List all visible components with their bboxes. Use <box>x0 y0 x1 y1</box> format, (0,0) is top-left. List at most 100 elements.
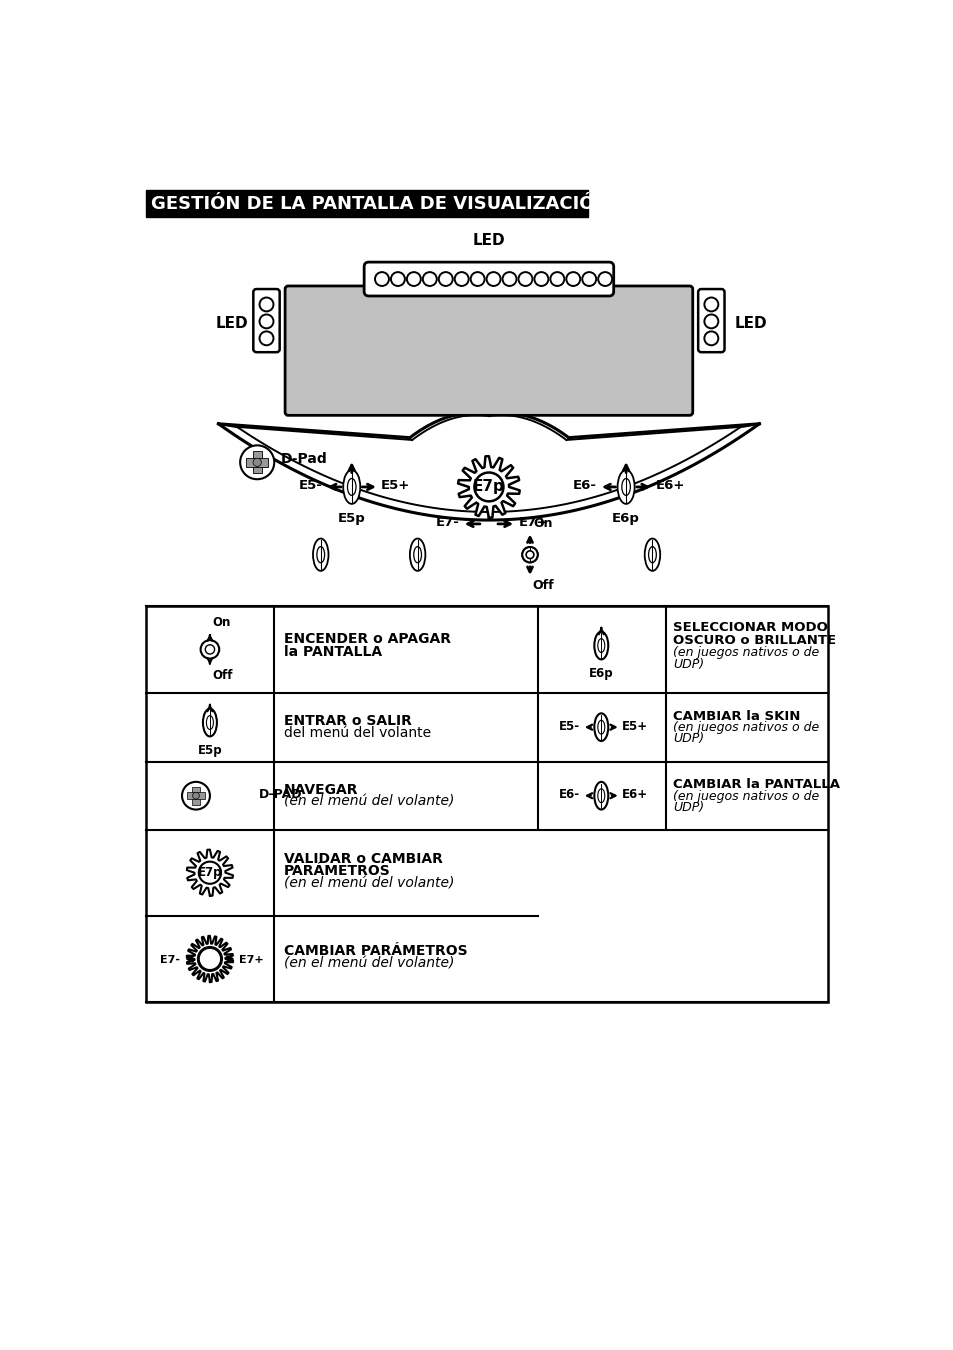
Ellipse shape <box>521 547 537 563</box>
Ellipse shape <box>414 547 421 563</box>
Bar <box>257 458 268 467</box>
Bar <box>187 792 195 799</box>
Circle shape <box>240 446 274 479</box>
Text: (en el menú del volante): (en el menú del volante) <box>283 957 454 971</box>
Text: (en juegos nativos o de: (en juegos nativos o de <box>673 721 819 734</box>
Ellipse shape <box>598 639 604 652</box>
Text: E7-: E7- <box>436 516 459 529</box>
Bar <box>146 190 587 217</box>
Circle shape <box>193 792 199 799</box>
Bar <box>192 795 199 805</box>
Text: E5p: E5p <box>337 512 365 525</box>
Bar <box>146 606 827 1002</box>
Ellipse shape <box>598 721 604 734</box>
Circle shape <box>598 273 612 286</box>
Text: E7+: E7+ <box>239 954 264 965</box>
Text: On: On <box>533 517 552 531</box>
Ellipse shape <box>598 788 604 803</box>
FancyBboxPatch shape <box>285 286 692 416</box>
Ellipse shape <box>644 539 659 571</box>
Circle shape <box>521 547 537 563</box>
Text: E6p: E6p <box>612 512 639 525</box>
Circle shape <box>502 273 516 286</box>
Circle shape <box>455 273 468 286</box>
Circle shape <box>197 946 222 971</box>
Polygon shape <box>457 456 519 518</box>
Text: (en juegos nativos o de: (en juegos nativos o de <box>673 790 819 803</box>
Text: E7p: E7p <box>197 867 222 879</box>
Bar <box>246 458 257 467</box>
Ellipse shape <box>525 551 534 559</box>
Bar <box>195 792 205 799</box>
Text: PARÁMETROS: PARÁMETROS <box>283 864 390 878</box>
Text: LED: LED <box>215 316 248 331</box>
Text: E5+: E5+ <box>621 720 648 733</box>
Circle shape <box>375 273 389 286</box>
Circle shape <box>550 273 564 286</box>
Bar <box>253 451 261 462</box>
Circle shape <box>200 640 219 659</box>
Circle shape <box>253 458 261 466</box>
Ellipse shape <box>648 547 656 563</box>
Circle shape <box>474 472 503 501</box>
Text: CAMBIAR PARÁMETROS: CAMBIAR PARÁMETROS <box>283 944 467 958</box>
Text: E5+: E5+ <box>381 479 410 491</box>
Circle shape <box>703 297 718 312</box>
Text: ENTRAR o SALIR: ENTRAR o SALIR <box>283 714 411 728</box>
Text: NAVEGAR: NAVEGAR <box>283 783 357 796</box>
Polygon shape <box>187 849 233 896</box>
Circle shape <box>525 551 534 559</box>
FancyBboxPatch shape <box>364 262 613 296</box>
Circle shape <box>407 273 420 286</box>
Ellipse shape <box>203 709 216 736</box>
Text: OSCURO o BRILLANTE: OSCURO o BRILLANTE <box>673 633 836 647</box>
Circle shape <box>259 297 274 312</box>
Ellipse shape <box>594 782 608 810</box>
Circle shape <box>470 273 484 286</box>
Text: E7p: E7p <box>473 479 504 494</box>
Text: Off: Off <box>212 670 233 683</box>
Ellipse shape <box>621 478 630 495</box>
Text: E6-: E6- <box>572 479 596 491</box>
Text: (en juegos nativos o de: (en juegos nativos o de <box>673 647 819 659</box>
Text: UDP): UDP) <box>673 657 703 671</box>
Ellipse shape <box>410 539 425 571</box>
Text: LED: LED <box>472 234 505 248</box>
Circle shape <box>517 273 532 286</box>
Text: Off: Off <box>532 579 554 593</box>
Text: E6-: E6- <box>558 788 579 802</box>
Text: VALIDAR o CAMBIAR: VALIDAR o CAMBIAR <box>283 852 442 865</box>
Text: E6p: E6p <box>588 667 613 680</box>
Circle shape <box>198 948 221 971</box>
Text: E6+: E6+ <box>655 479 684 491</box>
Bar <box>192 787 199 795</box>
Circle shape <box>198 861 221 884</box>
Ellipse shape <box>206 716 213 729</box>
Text: del menú del volante: del menú del volante <box>283 726 430 740</box>
Text: la PANTALLA: la PANTALLA <box>283 645 381 660</box>
Text: LED: LED <box>734 316 766 331</box>
Text: D-Pad: D-Pad <box>280 452 327 466</box>
Ellipse shape <box>594 713 608 741</box>
Circle shape <box>259 315 274 328</box>
Circle shape <box>182 782 210 810</box>
FancyBboxPatch shape <box>698 289 723 352</box>
Circle shape <box>703 331 718 346</box>
Circle shape <box>259 331 274 346</box>
Ellipse shape <box>617 470 634 504</box>
Circle shape <box>703 315 718 328</box>
Text: GESTIÓN DE LA PANTALLA DE VISUALIZACIÓN: MAPEADO: GESTIÓN DE LA PANTALLA DE VISUALIZACIÓN:… <box>151 194 723 212</box>
Circle shape <box>391 273 404 286</box>
Text: D-PAD: D-PAD <box>258 787 302 801</box>
Ellipse shape <box>316 547 324 563</box>
Bar <box>253 462 261 474</box>
Text: UDP): UDP) <box>673 732 703 745</box>
Text: On: On <box>212 617 231 629</box>
Ellipse shape <box>347 478 355 495</box>
Circle shape <box>422 273 436 286</box>
Text: CAMBIAR la PANTALLA: CAMBIAR la PANTALLA <box>673 779 840 791</box>
Ellipse shape <box>594 632 608 659</box>
Text: E5-: E5- <box>298 479 322 491</box>
Text: E5p: E5p <box>197 744 222 757</box>
Circle shape <box>438 273 453 286</box>
